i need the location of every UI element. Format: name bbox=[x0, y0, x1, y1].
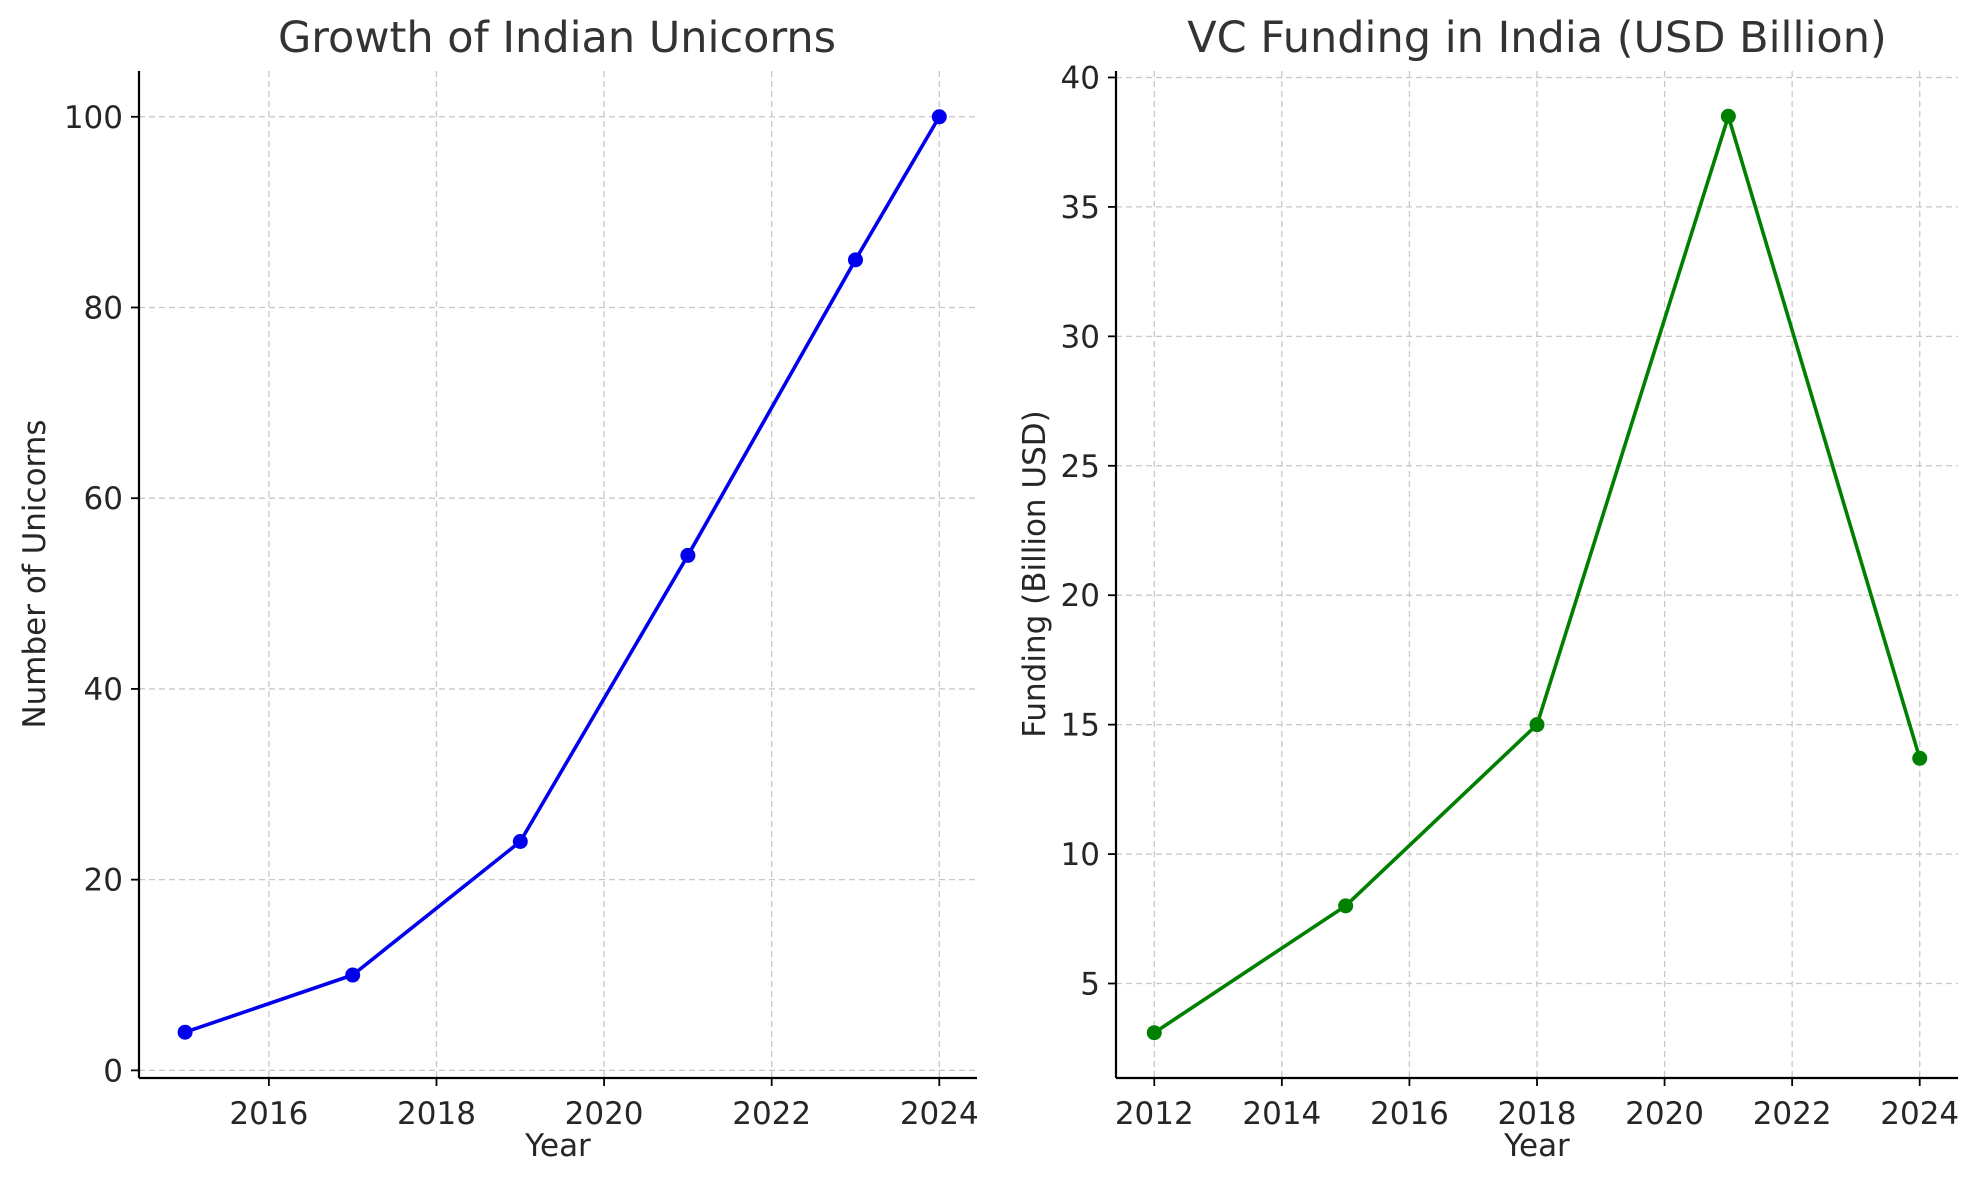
unicorn-grid bbox=[139, 71, 977, 1078]
unicorn-y-tick-label: 100 bbox=[64, 100, 123, 136]
unicorn-y-axis-label: Number of Unicorns bbox=[17, 419, 53, 728]
funding-data-point bbox=[1912, 750, 1928, 766]
funding-data-point bbox=[1146, 1025, 1162, 1041]
unicorn-x-tick-label: 2018 bbox=[397, 1096, 476, 1132]
unicorn-x-axis-label: Year bbox=[524, 1128, 591, 1164]
unicorn-x-tick-label: 2020 bbox=[565, 1096, 644, 1132]
funding-y-tick-label: 40 bbox=[1061, 60, 1100, 96]
unicorn-x-tick-label: 2024 bbox=[900, 1096, 979, 1132]
funding-x-tick-label: 2020 bbox=[1625, 1096, 1704, 1132]
unicorn-x-tick-label: 2016 bbox=[229, 1096, 308, 1132]
funding-x-tick-label: 2018 bbox=[1498, 1096, 1577, 1132]
unicorn-series-line bbox=[184, 115, 941, 1034]
unicorn-chart-title: Growth of Indian Unicorns bbox=[278, 13, 836, 63]
unicorn-y-tick-label: 20 bbox=[84, 863, 123, 899]
funding-x-axis-label: Year bbox=[1503, 1128, 1570, 1164]
funding-ticks: 2012 2014 2016 2018 2020 2022 2024 5 10 15 20 25 30 3… bbox=[1061, 60, 1960, 1132]
funding-y-tick-label: 15 bbox=[1061, 708, 1100, 744]
funding-y-tick-label: 30 bbox=[1061, 319, 1100, 355]
unicorn-ticks: 2016 2018 2020 2022 2024 0 20 40 60 80 100 bbox=[64, 100, 979, 1132]
unicorn-y-tick-label: 0 bbox=[103, 1053, 123, 1089]
funding-y-axis-label: Funding (Billion USD) bbox=[1017, 410, 1053, 738]
funding-data-point bbox=[1720, 108, 1736, 124]
unicorn-data-point bbox=[345, 967, 361, 983]
vc-funding-chart: VC Funding in India (USD Billion) 2012 20… bbox=[1017, 13, 1959, 1164]
unicorn-series bbox=[177, 109, 947, 1040]
funding-y-tick-label: 35 bbox=[1061, 190, 1100, 226]
funding-data-point bbox=[1338, 898, 1354, 914]
funding-series bbox=[1146, 108, 1928, 1041]
funding-y-tick-label: 10 bbox=[1061, 837, 1100, 873]
unicorn-data-point bbox=[931, 109, 947, 125]
funding-x-tick-label: 2012 bbox=[1115, 1096, 1194, 1132]
unicorn-y-tick-label: 80 bbox=[84, 290, 123, 326]
unicorn-x-tick-label: 2022 bbox=[732, 1096, 811, 1132]
unicorn-growth-chart: Growth of Indian Unicorns 2016 2018 2020 20… bbox=[17, 13, 979, 1164]
funding-y-tick-label: 5 bbox=[1080, 967, 1100, 1003]
unicorn-data-point bbox=[177, 1024, 193, 1040]
funding-x-tick-label: 2022 bbox=[1753, 1096, 1832, 1132]
unicorn-data-point bbox=[512, 834, 528, 850]
unicorn-data-point bbox=[847, 252, 863, 268]
funding-x-tick-label: 2016 bbox=[1370, 1096, 1449, 1132]
funding-y-tick-label: 20 bbox=[1061, 578, 1100, 614]
funding-chart-title: VC Funding in India (USD Billion) bbox=[1187, 13, 1886, 63]
funding-data-point bbox=[1529, 717, 1545, 733]
funding-y-tick-label: 25 bbox=[1061, 449, 1100, 485]
unicorn-data-point bbox=[680, 547, 696, 563]
unicorn-y-tick-label: 40 bbox=[84, 672, 123, 708]
funding-grid bbox=[1116, 71, 1958, 1078]
funding-x-tick-label: 2024 bbox=[1880, 1096, 1959, 1132]
unicorn-y-tick-label: 60 bbox=[84, 481, 123, 517]
funding-x-tick-label: 2014 bbox=[1242, 1096, 1321, 1132]
